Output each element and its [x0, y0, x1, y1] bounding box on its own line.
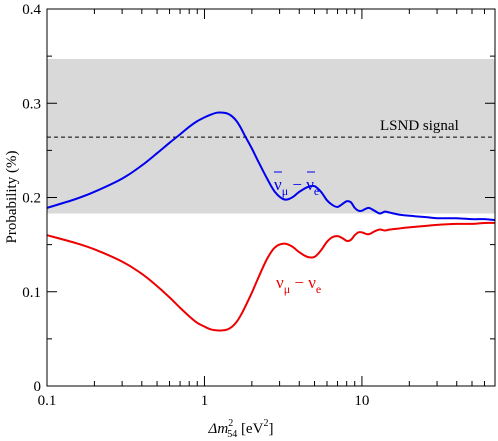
x-tick-label: 0.1 [38, 393, 57, 409]
antineutrino-series-line [46, 111, 496, 222]
x-axis-title-sup: 2 [228, 418, 233, 429]
series-label-antineutrino-sep: − [288, 175, 306, 194]
lsnd-band [47, 58, 495, 214]
y-tick-label: 0.4 [22, 2, 41, 18]
x-axis-title-unit-close: ] [268, 421, 273, 437]
series-label-neutrino-a-sub: μ [284, 282, 290, 296]
series-label-antineutrino-a: ν [274, 175, 282, 194]
x-tick-label: 10 [354, 393, 369, 409]
series-label-neutrino: νμ − νe [276, 273, 321, 296]
x-axis-title-unit-sup: 2 [263, 418, 268, 429]
svg-text:νμ − νe: νμ − νe [274, 175, 319, 198]
x-axis-title-sub: 54 [227, 429, 237, 440]
series-label-antineutrino-b-sub: e [314, 184, 319, 198]
svg-text:νμ − νe: νμ − νe [276, 273, 321, 296]
neutrino-series-line [46, 221, 496, 332]
y-tick-label: 0.1 [22, 285, 41, 301]
y-tick-label: 0.2 [22, 191, 41, 207]
series-label-neutrino-b-sub: e [316, 282, 321, 296]
series-label-neutrino-a: ν [276, 273, 284, 292]
series-label-antineutrino-a-sub: μ [282, 184, 288, 198]
x-tick-label: 1 [201, 393, 209, 409]
x-axis-title-delta: Δm [208, 421, 229, 437]
reference-line-label: LSND signal [380, 118, 459, 134]
series-label-neutrino-b: ν [308, 273, 316, 292]
y-tick-label: 0.3 [22, 96, 41, 112]
x-axis-title: Δm2 54 [eV2] [208, 418, 274, 440]
series-label-neutrino-sep: − [290, 273, 308, 292]
series-label-antineutrino: νμ − νe [274, 171, 319, 198]
series-label-antineutrino-b: ν [306, 175, 314, 194]
y-tick-label: 0 [34, 379, 42, 395]
y-axis-title: Probability (%) [4, 151, 20, 244]
x-axis-title-unit: [eV [237, 421, 263, 437]
